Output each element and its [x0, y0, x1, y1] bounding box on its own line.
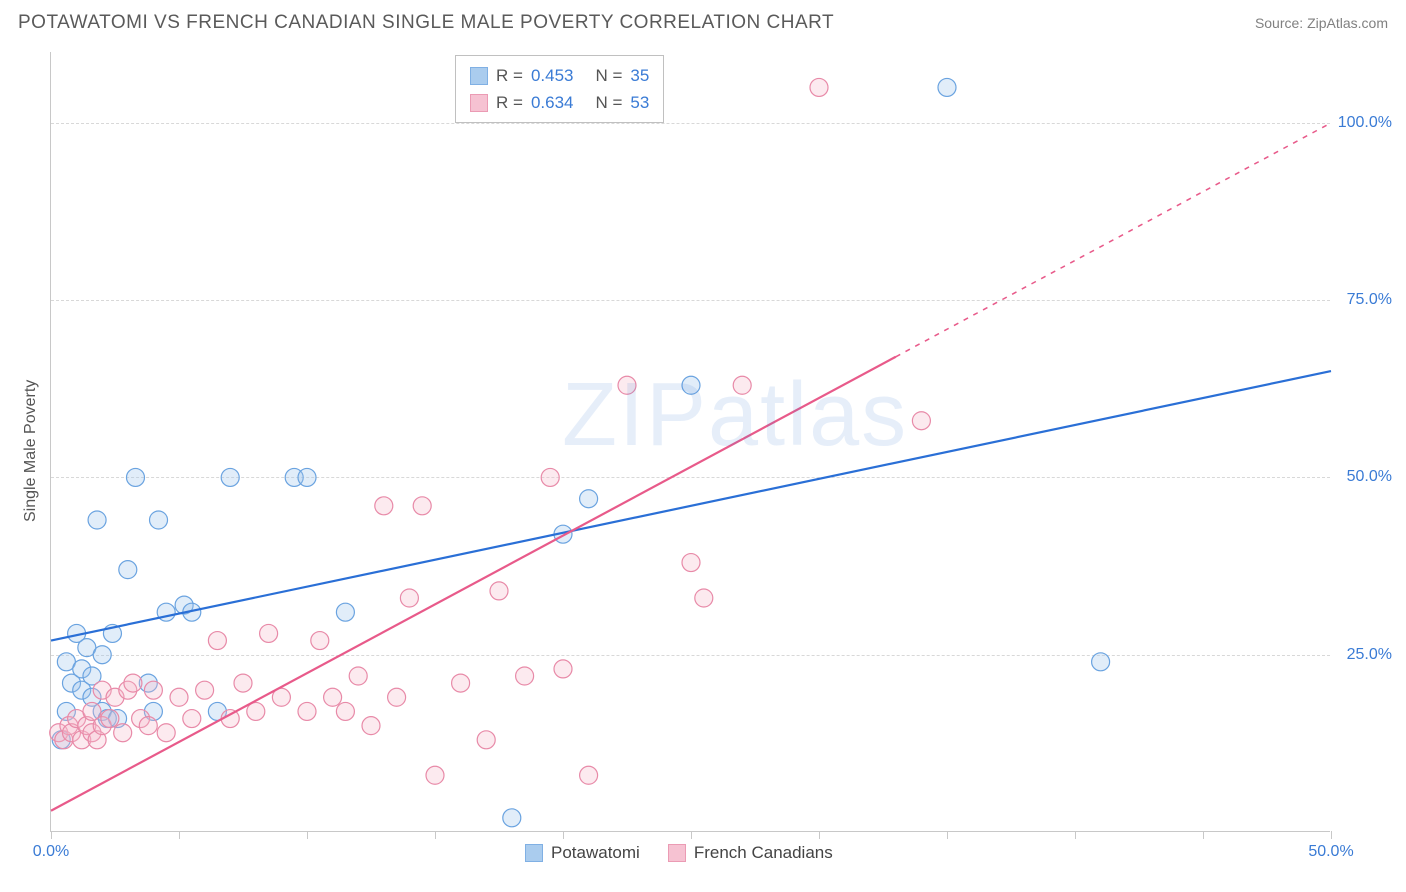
source-prefix: Source:: [1255, 15, 1307, 31]
data-point: [362, 717, 380, 735]
data-point: [234, 674, 252, 692]
series-legend-label: Potawatomi: [551, 843, 640, 863]
data-point: [139, 717, 157, 735]
data-point: [150, 511, 168, 529]
data-point: [324, 688, 342, 706]
data-point: [682, 376, 700, 394]
legend-swatch: [525, 844, 543, 862]
x-tick: [1331, 831, 1332, 839]
data-point: [336, 603, 354, 621]
data-point: [298, 468, 316, 486]
legend-r-value: 0.634: [531, 89, 574, 116]
legend-swatch: [470, 94, 488, 112]
data-point: [126, 468, 144, 486]
x-tick: [1075, 831, 1076, 839]
x-tick: [947, 831, 948, 839]
x-tick-label: 50.0%: [1308, 843, 1353, 861]
x-tick: [819, 831, 820, 839]
legend-r-value: 0.453: [531, 62, 574, 89]
data-point: [580, 490, 598, 508]
chart-title: POTAWATOMI VS FRENCH CANADIAN SINGLE MAL…: [18, 12, 834, 34]
data-point: [554, 660, 572, 678]
data-point: [413, 497, 431, 515]
data-point: [541, 468, 559, 486]
data-point: [938, 78, 956, 96]
trend-line: [51, 371, 1331, 640]
data-point: [426, 766, 444, 784]
data-point: [477, 731, 495, 749]
y-axis-label: Single Male Poverty: [22, 380, 40, 522]
series-legend-item: French Canadians: [668, 843, 833, 863]
legend-n-value: 35: [630, 62, 649, 89]
data-point: [170, 688, 188, 706]
x-tick: [307, 831, 308, 839]
correlation-legend-row: R = 0.453 N = 35: [470, 62, 649, 89]
data-point: [349, 667, 367, 685]
source-credit: Source: ZipAtlas.com: [1255, 15, 1388, 31]
data-point: [503, 809, 521, 827]
plot-area: 25.0%50.0%75.0%100.0%0.0%50.0%: [50, 52, 1330, 832]
data-point: [101, 710, 119, 728]
data-point: [516, 667, 534, 685]
legend-swatch: [470, 67, 488, 85]
data-point: [490, 582, 508, 600]
data-point: [144, 681, 162, 699]
x-tick: [1203, 831, 1204, 839]
data-point: [810, 78, 828, 96]
chart-svg: [51, 52, 1331, 832]
data-point: [336, 702, 354, 720]
data-point: [196, 681, 214, 699]
series-legend-label: French Canadians: [694, 843, 833, 863]
x-tick: [691, 831, 692, 839]
data-point: [400, 589, 418, 607]
data-point: [452, 674, 470, 692]
data-point: [260, 624, 278, 642]
y-tick-label: 100.0%: [1338, 114, 1392, 132]
data-point: [682, 554, 700, 572]
data-point: [208, 632, 226, 650]
legend-n-label: N =: [595, 62, 622, 89]
data-point: [93, 646, 111, 664]
data-point: [733, 376, 751, 394]
x-tick: [435, 831, 436, 839]
series-legend-item: Potawatomi: [525, 843, 640, 863]
data-point: [1092, 653, 1110, 671]
data-point: [124, 674, 142, 692]
data-point: [183, 710, 201, 728]
correlation-legend-row: R = 0.634 N = 53: [470, 89, 649, 116]
data-point: [298, 702, 316, 720]
x-tick: [563, 831, 564, 839]
legend-swatch: [668, 844, 686, 862]
chart-header: POTAWATOMI VS FRENCH CANADIAN SINGLE MAL…: [18, 12, 1388, 34]
data-point: [375, 497, 393, 515]
legend-r-label: R =: [496, 62, 523, 89]
data-point: [618, 376, 636, 394]
correlation-legend: R = 0.453 N = 35 R = 0.634 N = 53: [455, 55, 664, 123]
x-tick-label: 0.0%: [33, 843, 69, 861]
y-tick-label: 75.0%: [1347, 291, 1392, 309]
data-point: [88, 511, 106, 529]
data-point: [695, 589, 713, 607]
data-point: [580, 766, 598, 784]
series-legend: Potawatomi French Canadians: [525, 843, 833, 863]
data-point: [221, 468, 239, 486]
x-tick: [179, 831, 180, 839]
data-point: [114, 724, 132, 742]
y-tick-label: 50.0%: [1347, 468, 1392, 486]
legend-r-label: R =: [496, 89, 523, 116]
data-point: [157, 724, 175, 742]
y-tick-label: 25.0%: [1347, 646, 1392, 664]
data-point: [119, 561, 137, 579]
data-point: [912, 412, 930, 430]
legend-n-label: N =: [595, 89, 622, 116]
trend-line-extrapolation: [896, 123, 1331, 357]
data-point: [388, 688, 406, 706]
data-point: [311, 632, 329, 650]
legend-n-value: 53: [630, 89, 649, 116]
x-tick: [51, 831, 52, 839]
source-name: ZipAtlas.com: [1307, 15, 1388, 31]
trend-line: [51, 357, 896, 811]
